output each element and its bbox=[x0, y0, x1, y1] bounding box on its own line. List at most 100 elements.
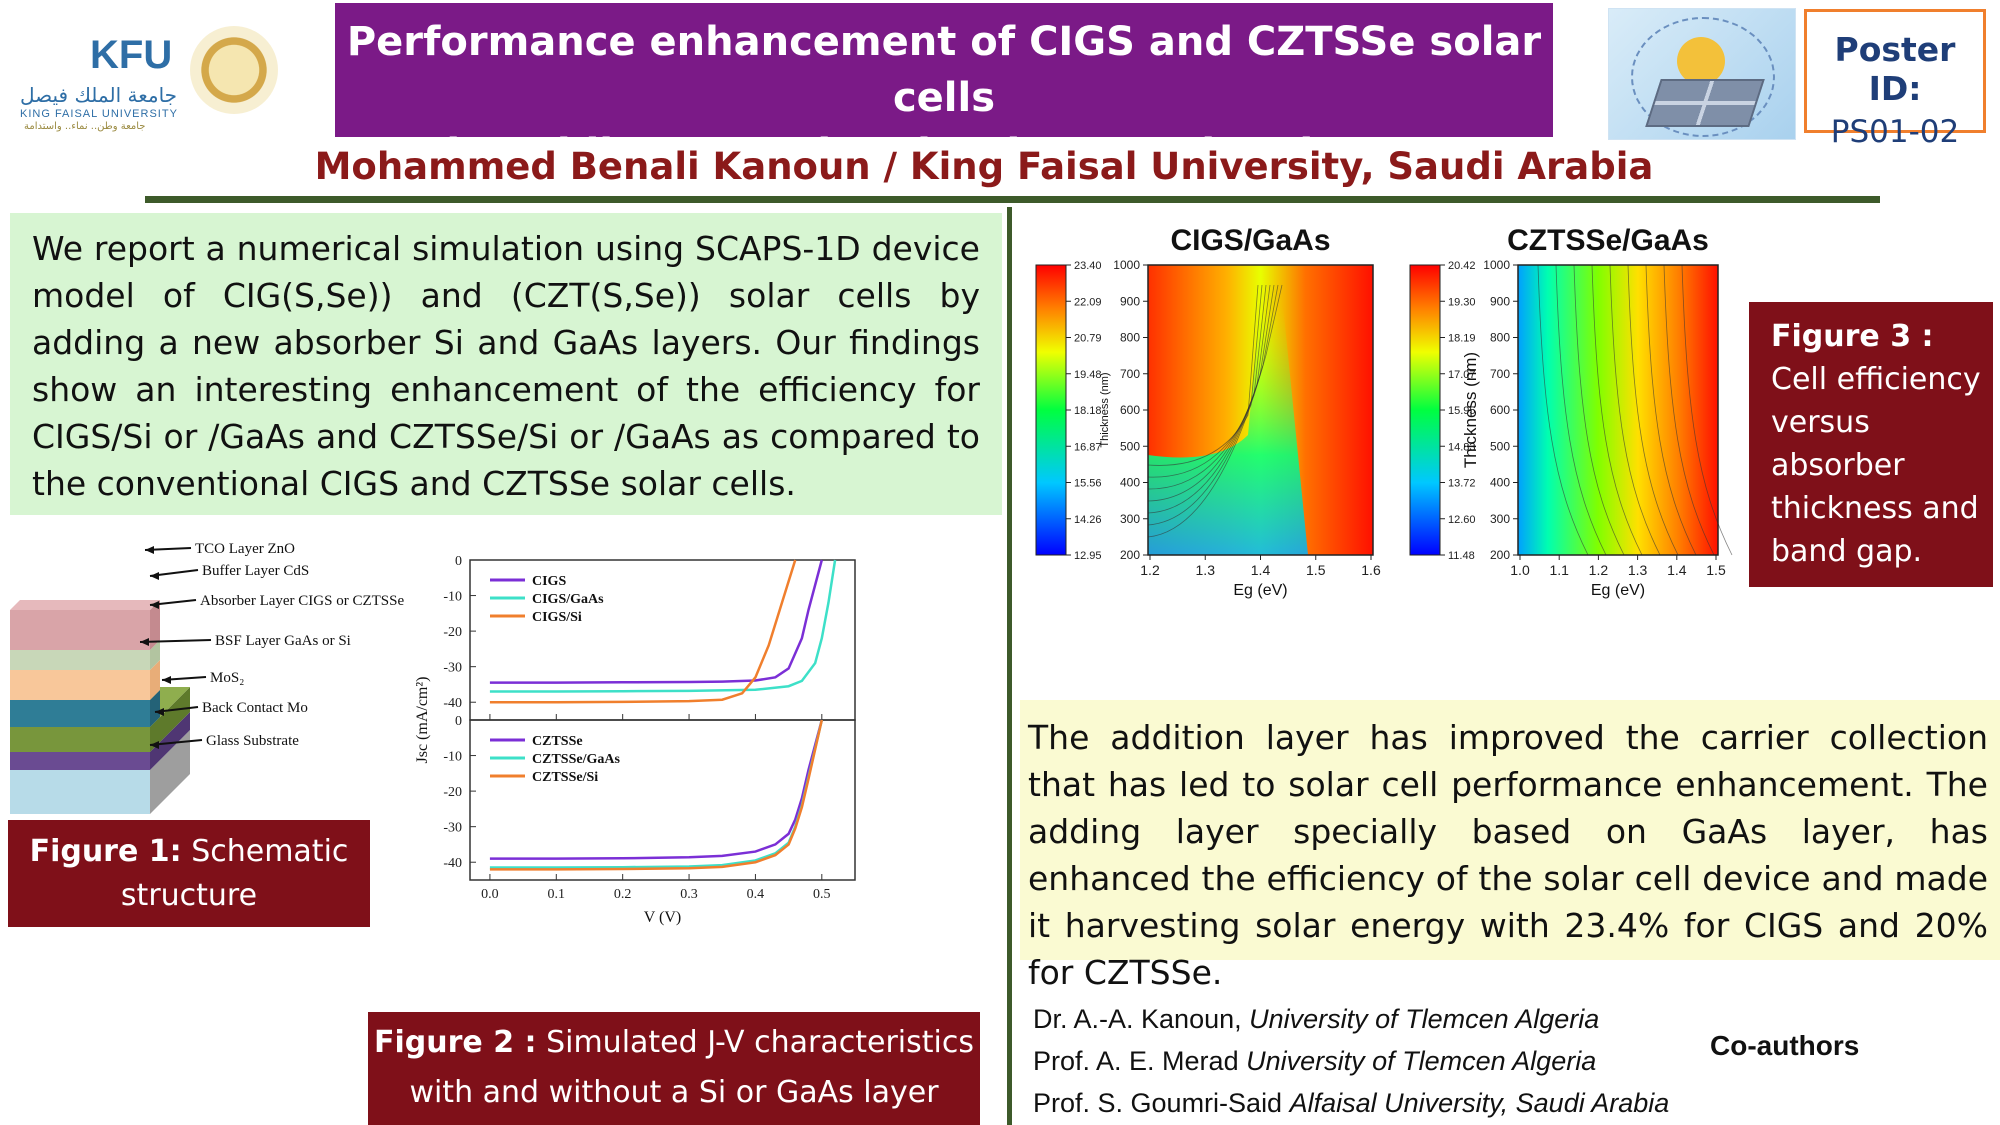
y-tick-label: 1000 bbox=[1483, 258, 1510, 272]
colorbar-tick-label: 12.95 bbox=[1074, 550, 1102, 562]
contour-panel-cigs-gaas: CIGS/GaAs 23.40 22.09 20.79 19.48 18.18 16.87 1… bbox=[1035, 224, 1381, 599]
x-tick-label: 1.4 bbox=[1667, 562, 1687, 578]
series-line-cigs-gaas bbox=[489, 559, 837, 693]
x-tick-label: 0.3 bbox=[680, 887, 698, 902]
series-line-cigs bbox=[489, 559, 824, 684]
x-axis-label: V (V) bbox=[644, 909, 681, 926]
y-tick-label: 600 bbox=[1120, 403, 1140, 417]
x-tick-label: 1.2 bbox=[1589, 562, 1609, 578]
layer-arrow-head bbox=[162, 676, 171, 684]
contour-line bbox=[1645, 264, 1697, 556]
x-axis-label: Eg (eV) bbox=[1233, 582, 1287, 599]
figure-3-caption: Figure 3 : Cell efficiency versus absorb… bbox=[1749, 302, 1993, 587]
colorbar-tick-label: 14.83 bbox=[1448, 441, 1476, 453]
layer-label: Glass Substrate bbox=[206, 733, 299, 749]
y-tick-label: 600 bbox=[1490, 403, 1510, 417]
layer-arrow-head bbox=[145, 546, 154, 554]
coauthor-name: Prof. A. E. Merad bbox=[1033, 1046, 1247, 1076]
x-tick-label: 0.1 bbox=[548, 887, 566, 902]
colorbar-tick-label: 22.09 bbox=[1074, 296, 1102, 308]
colorbar-tick-label: 17.07 bbox=[1448, 369, 1476, 381]
kfu-logo-english: KING FAISAL UNIVERSITY bbox=[20, 108, 178, 120]
colorbar-tick-label: 19.48 bbox=[1074, 369, 1102, 381]
colorbar-tick-label: 11.48 bbox=[1448, 550, 1475, 562]
layer-label: MoS₂ bbox=[210, 670, 244, 686]
layer-arrow bbox=[139, 639, 212, 643]
jv-panel-cigs: 0 -10 -20 -30 -40 CIGS CIGS/GaAs CIGS/Si bbox=[443, 554, 856, 721]
colorbar-tick-label: 12.60 bbox=[1448, 514, 1476, 526]
figure-1-caption: Figure 1: Schematic structure bbox=[8, 820, 370, 927]
y-tick-label: -20 bbox=[443, 785, 462, 800]
colorbar-tick-label: 23.40 bbox=[1074, 260, 1102, 272]
abstract-text: We report a numerical simulation using S… bbox=[10, 213, 1002, 515]
coauthor-list: Dr. A.-A. Kanoun, University of Tlemcen … bbox=[1033, 998, 1733, 1124]
x-tick-label: 0.0 bbox=[481, 887, 499, 902]
y-tick-label: 0 bbox=[455, 554, 462, 569]
contour-title: CIGS/GaAs bbox=[1170, 224, 1330, 257]
poster-title: Performance enhancement of CIGS and CZTS… bbox=[335, 3, 1553, 177]
contour-panel-cztsse-gaas: CZTSSe/GaAs 20.42 19.30 18.19 17.07 15.95 14.8… bbox=[1409, 224, 1733, 599]
coauthor-entry: Dr. A.-A. Kanoun, University of Tlemcen … bbox=[1033, 998, 1733, 1040]
colorbar-tick-label: 18.19 bbox=[1448, 333, 1476, 345]
layer-label: Back Contact Mo bbox=[202, 700, 308, 716]
figure-3-caption-bold: Figure 3 : bbox=[1771, 319, 1934, 354]
x-tick-label: 1.5 bbox=[1306, 562, 1326, 578]
kfu-logo-tagline: جامعة وطن.. نماء.. واستدامة bbox=[24, 121, 146, 132]
coauthor-affiliation: Alfaisal University, Saudi Arabia bbox=[1289, 1088, 1670, 1118]
contour-line bbox=[1555, 264, 1607, 556]
colorbar-tick-label: 15.56 bbox=[1074, 478, 1102, 490]
contour-line bbox=[1663, 264, 1715, 556]
colorbar-tick-label: 16.87 bbox=[1074, 441, 1102, 453]
conclusion-text: The addition layer has improved the carr… bbox=[1020, 700, 2000, 992]
y-tick-label: -30 bbox=[443, 821, 462, 836]
series-line-cztsse-si bbox=[489, 719, 824, 871]
author-affiliation: Mohammed Benali Kanoun / King Faisal Uni… bbox=[314, 145, 1654, 188]
coauthors-label: Co-authors bbox=[1710, 1030, 1860, 1061]
colorbar-tick-label: 13.72 bbox=[1448, 478, 1476, 490]
y-tick-label: -10 bbox=[443, 750, 462, 765]
plot-frame bbox=[469, 719, 856, 881]
title-line-2: by adding new absorber layers: Si and Ga… bbox=[446, 131, 1442, 177]
colorbar bbox=[1409, 264, 1441, 556]
y-tick-label: 500 bbox=[1490, 439, 1510, 453]
x-tick-label: 1.3 bbox=[1196, 562, 1216, 578]
y-tick-label: 900 bbox=[1120, 294, 1140, 308]
y-axis-label: Thickness (nm) bbox=[1099, 372, 1111, 447]
header-divider bbox=[145, 196, 1880, 203]
colorbar bbox=[1035, 264, 1067, 556]
layer-label: Buffer Layer CdS bbox=[202, 563, 309, 579]
contour-line bbox=[1609, 264, 1661, 556]
x-tick-label: 0.2 bbox=[614, 887, 632, 902]
x-tick-label: 1.5 bbox=[1706, 562, 1726, 578]
poster-id-label: Poster ID: bbox=[1834, 30, 1956, 108]
x-tick-label: 1.0 bbox=[1510, 562, 1530, 578]
jv-characteristics-chart: 0 -10 -20 -30 -40 CIGS CIGS/GaAs CIGS/Si 0 -10 -2… bbox=[415, 554, 856, 926]
layer-label: Absorber Layer CIGS or CZTSSe bbox=[200, 593, 404, 609]
contour-line bbox=[1537, 264, 1589, 556]
legend-label: CZTSSe/GaAs bbox=[532, 752, 620, 767]
y-tick-label: 700 bbox=[1120, 367, 1140, 381]
y-tick-label: 800 bbox=[1120, 331, 1140, 345]
layer-arrow-head bbox=[155, 708, 164, 716]
kfu-logo-arabic: جامعة الملك فيصل bbox=[20, 83, 178, 107]
poster-id-value: PS01-02 bbox=[1830, 114, 1960, 150]
colorbar-tick-label: 20.42 bbox=[1448, 260, 1476, 272]
coauthor-entry: Prof. A. E. Merad University of Tlemcen … bbox=[1033, 1040, 1733, 1082]
x-tick-label: 1.1 bbox=[1549, 562, 1569, 578]
y-tick-label: 400 bbox=[1120, 476, 1140, 490]
x-tick-label: 1.4 bbox=[1251, 562, 1271, 578]
coauthor-name: Prof. S. Goumri-Said bbox=[1033, 1088, 1290, 1118]
layer-arrow-head bbox=[150, 572, 159, 580]
y-tick-label: -40 bbox=[443, 856, 462, 871]
x-tick-label: 1.3 bbox=[1628, 562, 1648, 578]
contour-fill bbox=[1518, 265, 1718, 555]
layer-label: BSF Layer GaAs or Si bbox=[215, 633, 351, 649]
contour-line bbox=[1573, 264, 1625, 556]
y-tick-label: 700 bbox=[1490, 367, 1510, 381]
coauthor-name: Dr. A.-A. Kanoun, bbox=[1033, 1004, 1250, 1034]
contour-title: CZTSSe/GaAs bbox=[1507, 224, 1709, 257]
column-divider bbox=[1007, 207, 1012, 1125]
y-tick-label: 0 bbox=[455, 714, 462, 729]
y-tick-label: 300 bbox=[1490, 512, 1510, 526]
coauthor-affiliation: University of Tlemcen Algeria bbox=[1246, 1046, 1597, 1076]
